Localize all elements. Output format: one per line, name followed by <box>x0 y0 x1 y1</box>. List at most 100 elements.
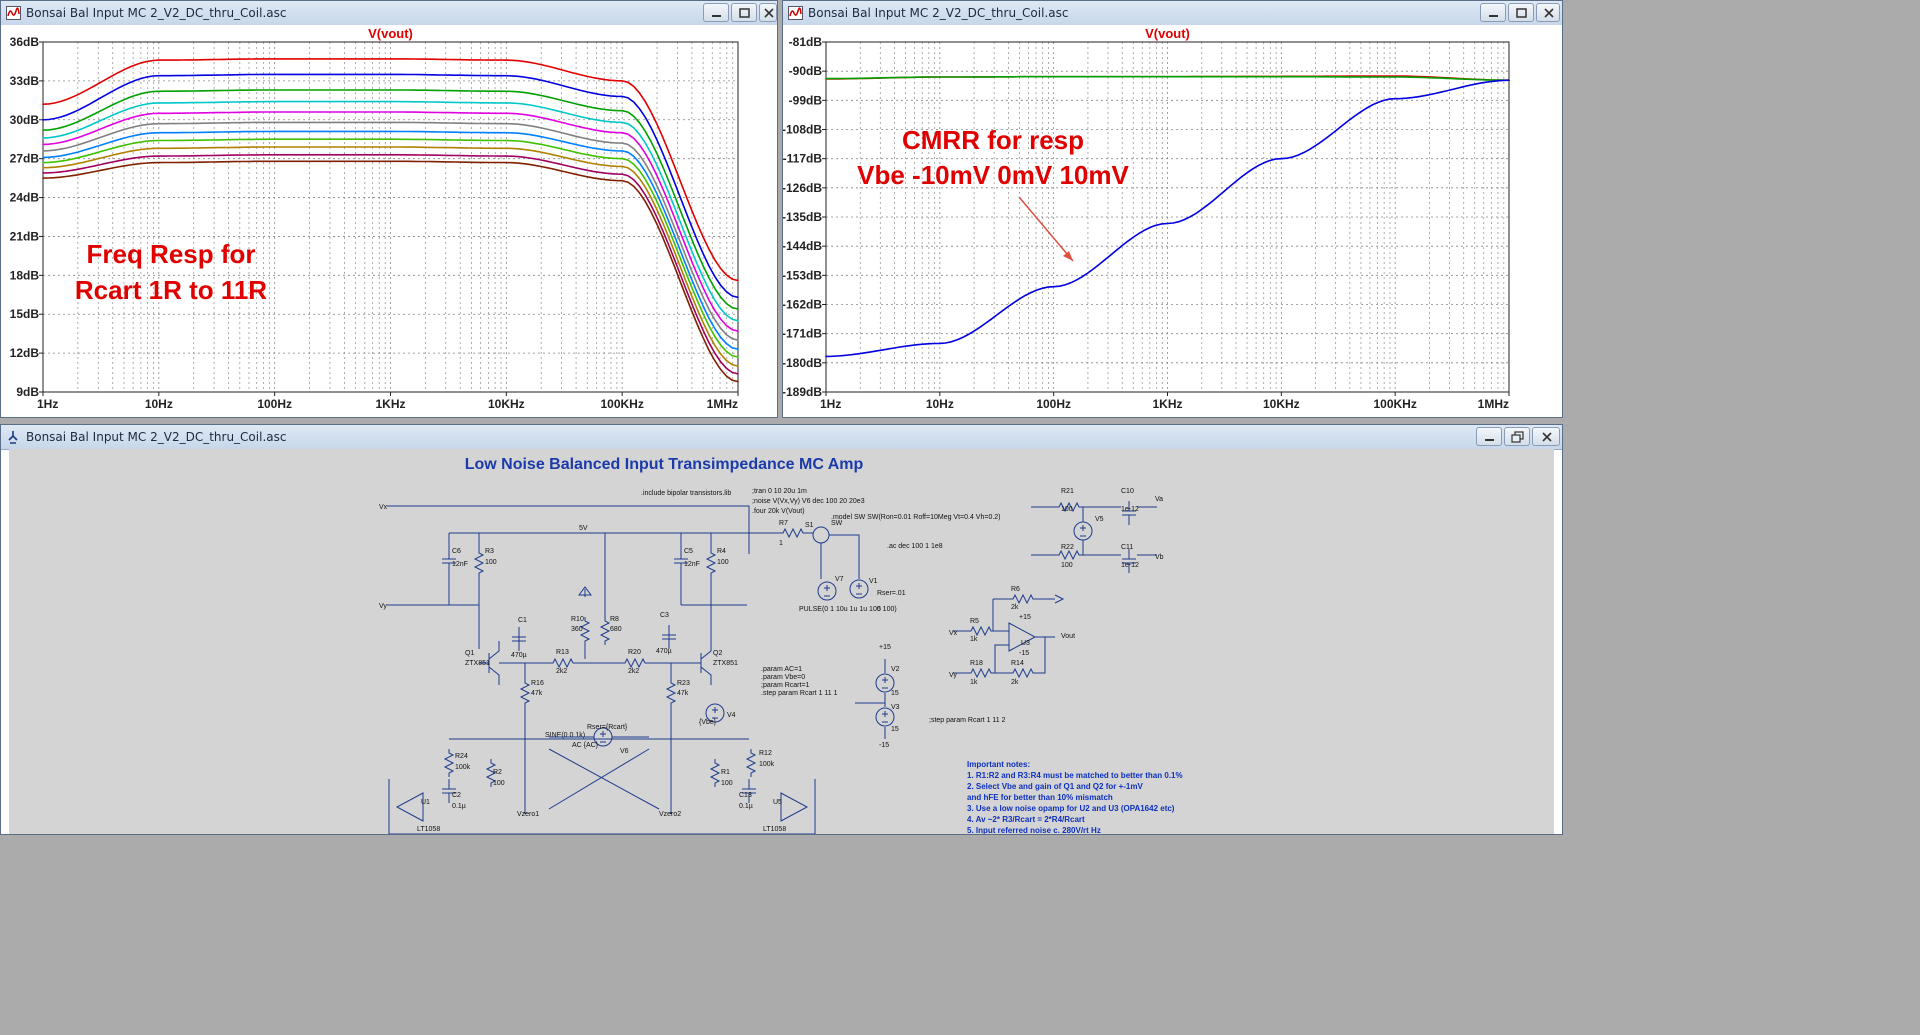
resistor-r24[interactable] <box>443 749 455 777</box>
annotation-line-1[interactable]: CMRR for resp <box>902 125 1084 155</box>
note-line[interactable]: 5. Input referred noise c. 280V/rt Hz <box>967 826 1101 834</box>
capacitor-c6[interactable] <box>442 549 456 573</box>
opamp-u5[interactable] <box>780 792 809 822</box>
resistor-r2[interactable] <box>485 759 497 787</box>
trace-label[interactable]: V(vout) <box>1145 26 1190 41</box>
maximize-button[interactable] <box>1508 3 1534 22</box>
freq-resp-chart[interactable]: 36dB33dB30dB27dB24dB21dB18dB15dB12dB9dB1… <box>1 25 777 417</box>
wire <box>448 573 479 606</box>
schematic-heading[interactable]: Low Noise Balanced Input Transimpedance … <box>465 456 864 473</box>
voltage-source-v7[interactable] <box>817 581 837 601</box>
capacitor-c3[interactable] <box>662 625 676 649</box>
minimize-button[interactable] <box>1480 3 1506 22</box>
data-point-5-1 <box>158 122 160 125</box>
note-line[interactable]: 4. Av ~2* R3/Rcart = 2*R4/Rcart <box>967 815 1085 824</box>
net-label-vb: Vb <box>1155 554 1164 561</box>
resistor-r7[interactable] <box>779 527 807 539</box>
spice-directive[interactable]: .four 20k V(Vout) <box>752 508 805 515</box>
window-title: Bonsai Bal Input MC 2_V2_DC_thru_Coil.as… <box>26 430 287 444</box>
capacitor-c2[interactable] <box>442 779 456 803</box>
note-line[interactable]: 3. Use a low noise opamp for U2 and U3 (… <box>967 804 1175 813</box>
capacitor-c11[interactable] <box>1122 549 1136 573</box>
spice-directive[interactable]: ;noise V(Vx,Vy) V6 dec 100 20 20e3 <box>752 498 865 505</box>
spice-directive[interactable]: .param AC=1 <box>761 666 802 673</box>
resistor-r1[interactable] <box>709 759 721 787</box>
data-point-3-0 <box>42 137 44 139</box>
spice-directive[interactable]: .ac dec 100 1 1e8 <box>887 543 943 550</box>
capacitor-c13[interactable] <box>742 779 756 803</box>
data-point-8-3 <box>389 146 392 148</box>
schematic-window[interactable]: Bonsai Bal Input MC 2_V2_DC_thru_Coil.as… <box>0 424 1563 835</box>
note-line[interactable]: 2. Select Vbe and gain of Q1 and Q2 for … <box>967 782 1143 791</box>
note-line[interactable]: and hFE for better than 10% mismatch <box>967 793 1113 802</box>
x-tick-label: 10Hz <box>926 397 954 411</box>
trace-label[interactable]: V(vout) <box>368 26 413 41</box>
schematic-drawing[interactable]: Low Noise Balanced Input Transimpedance … <box>9 449 1554 834</box>
voltage-source-v2[interactable] <box>875 673 895 693</box>
resistor-r14[interactable] <box>1009 667 1037 679</box>
spice-directive[interactable]: .param Vbe=0 <box>761 674 805 681</box>
cmrr-chart[interactable]: -81dB -90dB -99dB -108dB -117dB -126dB -135dB -… <box>783 25 1562 417</box>
resistor-r16[interactable] <box>519 679 531 707</box>
spice-directive[interactable]: .include bipolar transistors.lib <box>641 490 731 497</box>
voltage-source-v1[interactable] <box>849 579 869 599</box>
close-button[interactable] <box>759 3 777 22</box>
restore-button[interactable] <box>1504 427 1530 446</box>
plot-window-cmrr[interactable]: Bonsai Bal Input MC 2_V2_DC_thru_Coil.as… <box>782 0 1563 418</box>
notes-heading[interactable]: Important notes: <box>967 760 1030 769</box>
annotation-line-2[interactable]: Vbe -10mV 0mV 10mV <box>857 160 1129 190</box>
plot-area[interactable]: -81dB -90dB -99dB -108dB -117dB -126dB -135dB -… <box>783 25 1562 417</box>
opamp-u1[interactable] <box>395 792 424 822</box>
capacitor-c1[interactable] <box>512 627 526 651</box>
resistor-r8[interactable] <box>599 617 611 645</box>
plot-window-freq-resp[interactable]: Bonsai Bal Input MC 2_V2_DC_thru_Coil.as… <box>0 0 778 418</box>
title-bar[interactable]: Bonsai Bal Input MC 2_V2_DC_thru_Coil.as… <box>1 1 777 26</box>
resistor-r23[interactable] <box>665 679 677 707</box>
source-polarity <box>600 731 606 743</box>
x-tick-label: 1KHz <box>375 397 405 411</box>
spice-directive[interactable]: ;tran 0 10 20u 1m <box>752 488 807 495</box>
opamp-u3[interactable] <box>1008 622 1037 652</box>
note-line[interactable]: 1. R1:R2 and R3:R4 must be matched to be… <box>967 771 1183 780</box>
annotation-line-1[interactable]: Freq Resp for <box>86 239 255 269</box>
schematic-label: SINE(0 0 1k) <box>545 732 585 739</box>
schematic-canvas[interactable]: Low Noise Balanced Input Transimpedance … <box>9 449 1554 834</box>
resistor-r18[interactable] <box>967 667 995 679</box>
annotation-line-2[interactable]: Rcart 1R to 11R <box>75 275 267 305</box>
resistor-r3[interactable] <box>473 549 485 577</box>
close-button[interactable] <box>1532 427 1560 446</box>
capacitor-c5[interactable] <box>674 549 688 573</box>
spice-directive[interactable]: ;param Rcart=1 <box>761 682 810 689</box>
spice-directive[interactable]: PULSE(0 1 10u 1u 1u 100 100) <box>799 606 897 613</box>
resistor-r21[interactable] <box>1055 501 1083 513</box>
schematic-label: 1 <box>779 540 783 547</box>
resistor-r22[interactable] <box>1055 549 1083 561</box>
title-bar[interactable]: Bonsai Bal Input MC 2_V2_DC_thru_Coil.as… <box>783 1 1562 26</box>
resistor-r5[interactable] <box>967 625 995 637</box>
transistor-q2[interactable] <box>691 641 712 685</box>
maximize-button[interactable] <box>731 3 757 22</box>
schematic-label: V1 <box>869 578 878 585</box>
schematic-label: S1 <box>805 522 814 529</box>
spice-directive[interactable]: .step param Rcart 1 11 1 <box>761 690 838 697</box>
spice-directive[interactable]: .model SW SW(Ron=0.01 Roff=10Meg Vt=0.4 … <box>831 514 1001 521</box>
spice-directive[interactable]: ;step param Rcart 1 11 2 <box>929 717 1006 724</box>
resistor-r6[interactable] <box>1009 593 1037 605</box>
schematic-label: 100 <box>717 559 729 566</box>
switch-s1[interactable] <box>812 526 830 544</box>
title-bar[interactable]: Bonsai Bal Input MC 2_V2_DC_thru_Coil.as… <box>1 425 1562 450</box>
wire <box>548 748 650 810</box>
resistor-r10[interactable] <box>579 617 591 645</box>
voltage-source-v3[interactable] <box>875 707 895 727</box>
close-button[interactable] <box>1536 3 1560 22</box>
transistor-q1[interactable] <box>479 641 500 685</box>
resistor-r13[interactable] <box>549 657 577 669</box>
plot-area[interactable]: 36dB 33dB 30dB 27dB 24dB 21dB 18dB 15dB 12dB 9dB 1… <box>1 25 777 417</box>
minimize-button[interactable] <box>703 3 729 22</box>
resistor-r20[interactable] <box>621 657 649 669</box>
resistor-r4[interactable] <box>705 549 717 577</box>
capacitor-c10[interactable] <box>1122 501 1136 525</box>
resistor-r12[interactable] <box>745 749 757 777</box>
voltage-source-v4[interactable] <box>705 703 725 723</box>
minimize-button[interactable] <box>1476 427 1502 446</box>
